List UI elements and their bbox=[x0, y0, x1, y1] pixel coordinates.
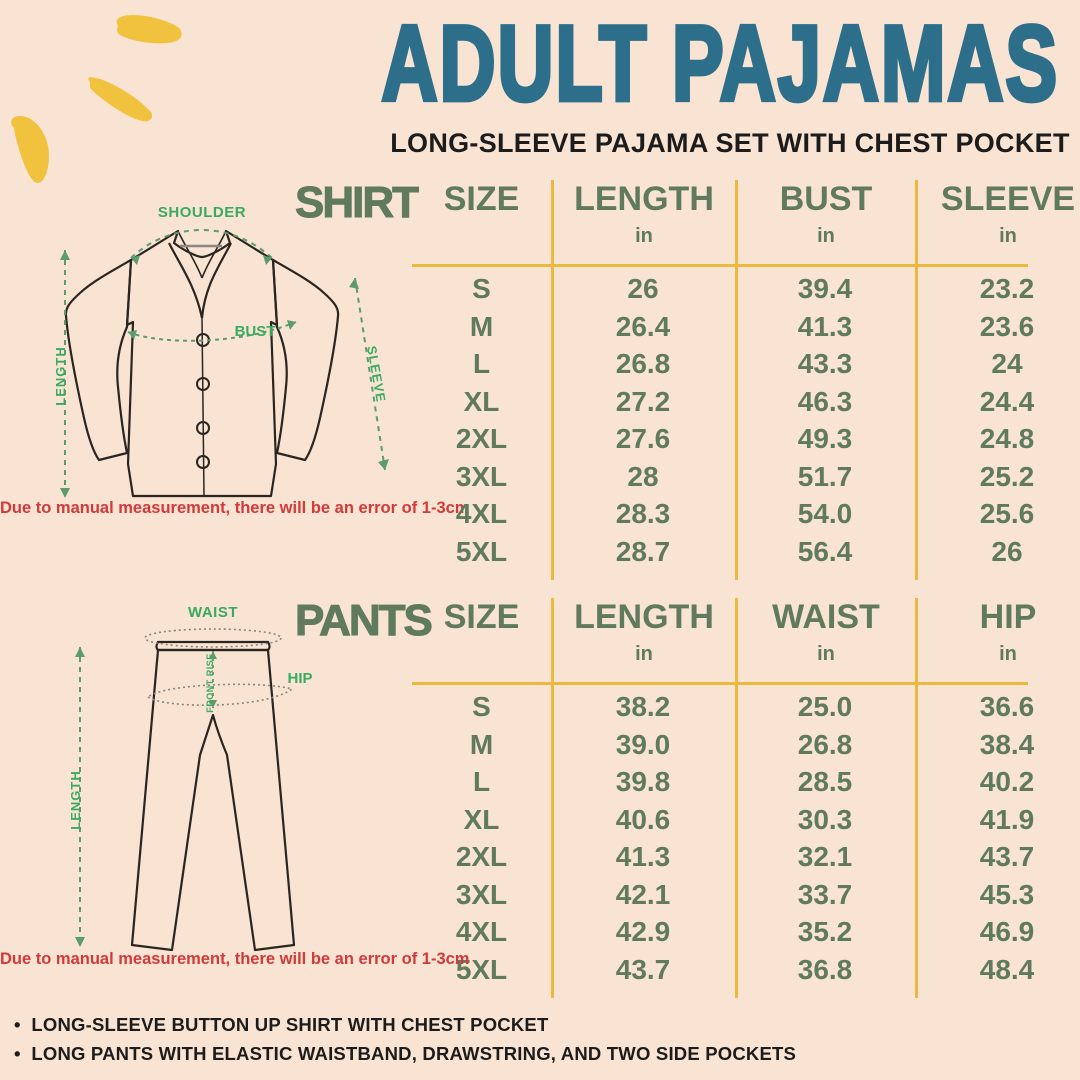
svg-text:BUST: BUST bbox=[235, 323, 276, 340]
svg-text:LENGTH: LENGTH bbox=[53, 346, 68, 405]
svg-text:HIP: HIP bbox=[287, 670, 312, 687]
svg-text:SHOULDER: SHOULDER bbox=[158, 204, 246, 221]
svg-text:SLEEVE: SLEEVE bbox=[364, 345, 389, 404]
svg-text:LENGTH: LENGTH bbox=[68, 770, 83, 829]
svg-text:FRONT RISE: FRONT RISE bbox=[205, 653, 215, 713]
svg-text:WAIST: WAIST bbox=[188, 605, 238, 621]
